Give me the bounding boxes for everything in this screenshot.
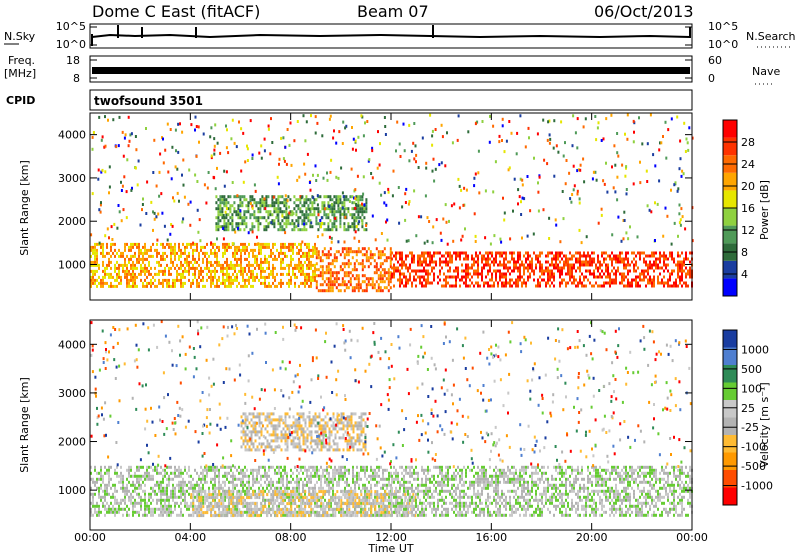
nsky-label: N.Sky <box>4 30 36 43</box>
power-colorbar-label: Power [dB] <box>758 180 771 240</box>
ytick-label-velocity-data-1: 3000 <box>58 387 86 400</box>
nsky-left-tick-bottom: 10^0 <box>56 38 86 51</box>
ytick-label-power-data-3: 1000 <box>58 259 86 272</box>
data-band-power-1 <box>315 247 392 293</box>
nsky-left-tick-top: 10^5 <box>56 20 86 33</box>
colorbar-tick-power-colorbar-2: 20 <box>741 180 755 193</box>
power-ylabel: Slant Range [km] <box>18 160 31 256</box>
xtick-label-2: 08:00 <box>275 531 307 544</box>
colorbar-tick-velocity-colorbar-0: 1000 <box>741 343 769 356</box>
station-title: Dome C East (fitACF) <box>92 2 260 21</box>
nsky-line <box>91 33 691 39</box>
ytick-label-power-data-2: 2000 <box>58 215 86 228</box>
xaxis-label: Time UT <box>367 542 413 554</box>
ytick-label-velocity-data-0: 4000 <box>58 338 86 351</box>
colorbar-tick-power-colorbar-4: 12 <box>741 224 755 237</box>
xtick-label-4: 16:00 <box>475 531 507 544</box>
data-band-velocity-0 <box>90 465 392 517</box>
sparse-scatter-velocity <box>90 320 692 469</box>
data-band-power-3 <box>215 195 368 232</box>
colorbar-tick-velocity-colorbar-5: -100 <box>741 441 766 454</box>
data-band-velocity-1 <box>190 490 417 518</box>
colorbar-tick-velocity-colorbar-1: 500 <box>741 363 762 376</box>
nsearch-label: N.Search <box>746 30 796 43</box>
colorbar-tick-power-colorbar-6: 4 <box>741 268 748 281</box>
freq-trace <box>92 67 690 74</box>
nsky-panel-frame <box>89 23 693 49</box>
colorbar-tick-velocity-colorbar-7: -1000 <box>741 480 773 493</box>
colorbar-tick-power-colorbar-0: 28 <box>741 136 755 149</box>
nsky-right-tick-bottom: 10^0 <box>708 38 738 51</box>
nsky-right-tick-top: 10^5 <box>708 20 738 33</box>
cpid-panel-frame <box>89 89 693 111</box>
power-panel: 4000 3000 2000 1000 Slant Range [km] <box>18 112 694 301</box>
freq-panel-frame <box>89 55 693 83</box>
freq-right-tick-bottom: 0 <box>708 72 715 85</box>
cpid-label: CPID <box>6 94 35 107</box>
xtick-label-1: 04:00 <box>174 531 206 544</box>
xtick-label-3: 12:00 <box>375 531 407 544</box>
xtick-label-5: 20:00 <box>576 531 608 544</box>
colorbar-tick-velocity-colorbar-6: -500 <box>741 460 766 473</box>
freq-label-line1: Freq. <box>8 54 35 67</box>
data-band-power-0 <box>90 242 316 288</box>
ytick-label-power-data-0: 4000 <box>58 129 86 142</box>
colorbar-tick-velocity-colorbar-4: -25 <box>741 421 759 434</box>
velocity-colorbar-label: Velocity [m s⁻¹] <box>758 382 771 467</box>
ytick-label-power-data-1: 3000 <box>58 172 86 185</box>
power-colorbar: 28 24 20 16 12 8 4 <box>722 119 755 297</box>
xtick-label-6: 00:00 <box>676 531 708 544</box>
ytick-label-velocity-data-3: 1000 <box>58 484 86 497</box>
freq-label-line2: [MHz] <box>4 67 36 80</box>
freq-right-tick-top: 60 <box>708 54 722 67</box>
date-title: 06/Oct/2013 <box>594 2 694 21</box>
sparse-scatter-power <box>90 113 694 246</box>
colorbar-tick-power-colorbar-1: 24 <box>741 158 755 171</box>
colorbar-tick-power-colorbar-3: 16 <box>741 202 755 215</box>
velocity-data-layer <box>90 320 693 518</box>
colorbar-tick-velocity-colorbar-2: 100 <box>741 382 762 395</box>
velocity-panel: 4000 3000 2000 1000 Slant Range [km] <box>18 319 693 531</box>
freq-left-tick-bottom: 8 <box>73 72 80 85</box>
ytick-label-velocity-data-2: 2000 <box>58 436 86 449</box>
freq-left-tick-top: 18 <box>66 54 80 67</box>
colorbar-tick-velocity-colorbar-3: 25 <box>741 402 755 415</box>
velocity-ylabel: Slant Range [km] <box>18 377 31 473</box>
nave-label: Nave <box>752 65 780 78</box>
data-band-velocity-3 <box>391 465 693 517</box>
power-data-layer <box>90 113 694 293</box>
velocity-colorbar: 1000 500 100 25 -25 -100 -500 -1000 <box>722 329 773 506</box>
cpid-text: twofsound 3501 <box>94 94 203 108</box>
data-band-power-2 <box>391 251 693 288</box>
beam-title: Beam 07 <box>357 2 429 21</box>
colorbar-tick-power-colorbar-5: 8 <box>741 246 748 259</box>
xtick-label-0: 00:00 <box>74 531 106 544</box>
